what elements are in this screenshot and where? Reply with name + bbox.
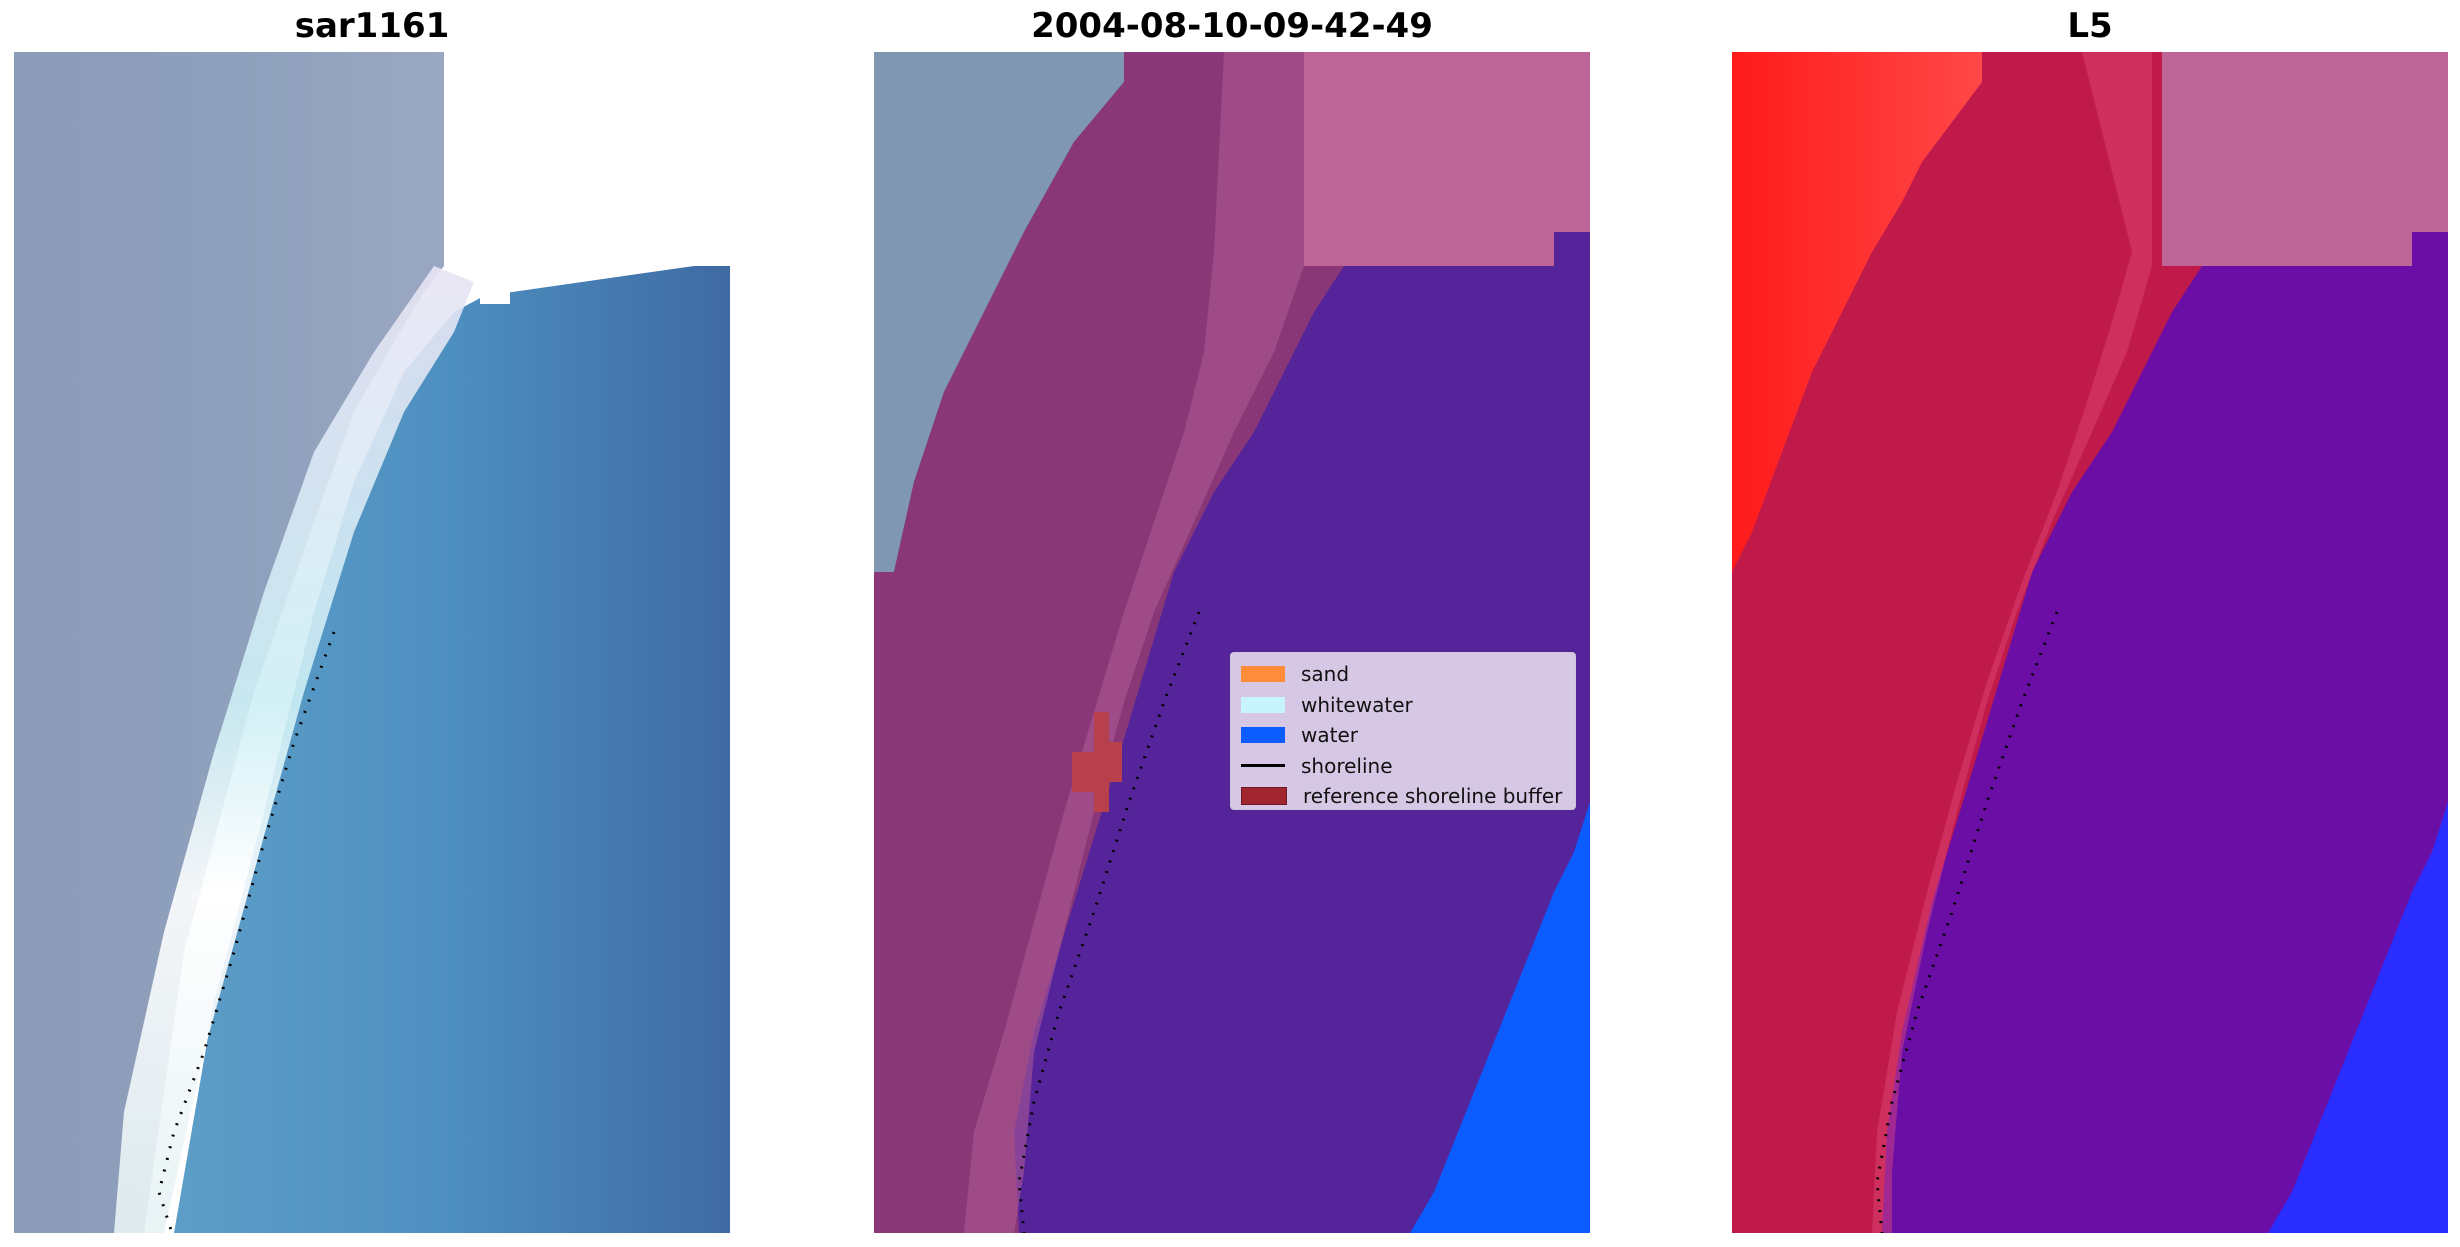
legend-swatch-shoreline [1241, 764, 1285, 768]
legend-label-whitewater: whitewater [1301, 692, 1413, 717]
legend-label-sand: sand [1301, 662, 1350, 687]
legend-item-reference-buffer: reference shoreline buffer [1241, 781, 1565, 812]
legend-swatch-water [1241, 727, 1285, 744]
classification-panel [874, 52, 1590, 1233]
legend: sand whitewater water shoreline referenc… [1230, 652, 1576, 810]
probability-panel [1732, 52, 2448, 1233]
legend-label-shoreline: shoreline [1301, 753, 1393, 778]
legend-swatch-sand [1241, 666, 1285, 683]
legend-item-whitewater: whitewater [1241, 690, 1565, 721]
legend-label-water: water [1301, 723, 1358, 748]
legend-item-sand: sand [1241, 659, 1565, 690]
legend-item-shoreline: shoreline [1241, 751, 1565, 782]
panel-title-probability: L5 [2067, 6, 2113, 46]
panel-title-rgb: sar1161 [294, 6, 450, 46]
legend-item-water: water [1241, 720, 1565, 751]
legend-swatch-reference-buffer [1241, 787, 1287, 806]
legend-swatch-whitewater [1241, 696, 1285, 713]
panel-title-classification: 2004-08-10-09-42-49 [1031, 6, 1433, 46]
legend-label-reference-buffer: reference shoreline buffer [1303, 784, 1563, 809]
rgb-image-panel [14, 52, 730, 1233]
